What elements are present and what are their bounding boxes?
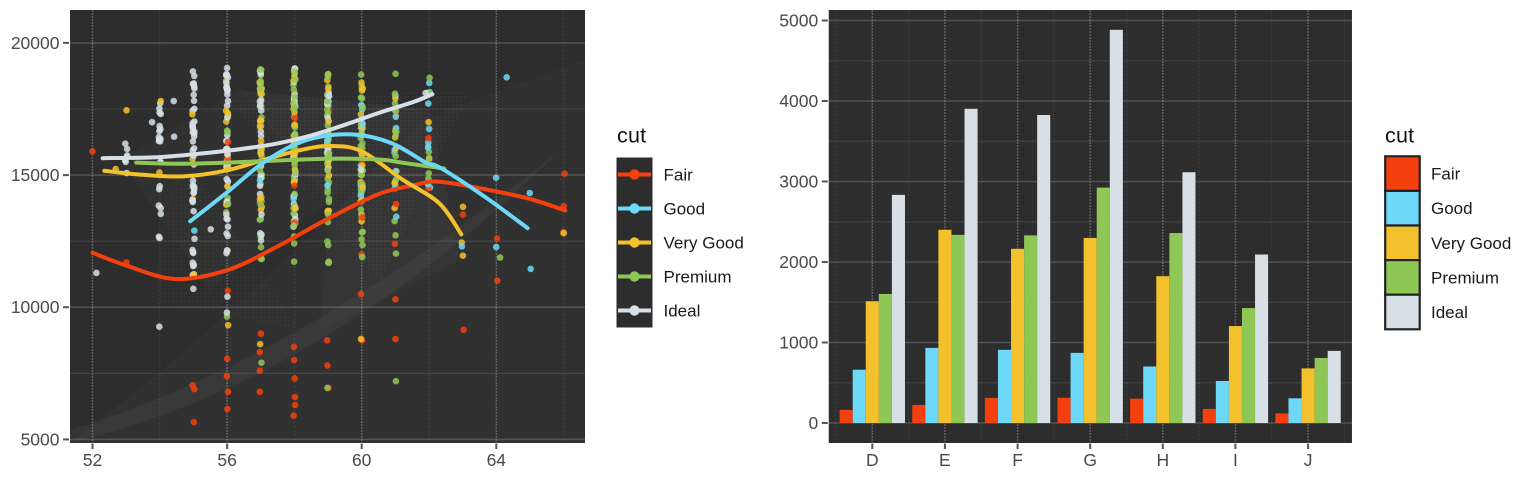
svg-text:4000: 4000 — [779, 91, 818, 111]
svg-text:cut: cut — [617, 124, 646, 148]
svg-text:2000: 2000 — [779, 252, 818, 272]
svg-text:15000: 15000 — [11, 165, 60, 185]
svg-text:0: 0 — [808, 413, 818, 433]
svg-text:Ideal: Ideal — [1431, 303, 1468, 322]
svg-text:G: G — [1083, 450, 1097, 470]
svg-text:60: 60 — [352, 450, 372, 470]
svg-text:56: 56 — [217, 450, 236, 470]
svg-text:cut: cut — [1385, 124, 1414, 148]
svg-text:Premium: Premium — [664, 268, 732, 287]
svg-text:Premium: Premium — [1431, 268, 1499, 287]
svg-text:Good: Good — [1431, 199, 1473, 218]
svg-text:F: F — [1012, 450, 1023, 470]
svg-text:D: D — [866, 450, 879, 470]
svg-text:Very Good: Very Good — [1431, 234, 1511, 253]
svg-text:Fair: Fair — [1431, 165, 1461, 184]
svg-text:20000: 20000 — [11, 33, 60, 53]
svg-text:E: E — [939, 450, 951, 470]
svg-text:5000: 5000 — [21, 429, 60, 449]
svg-text:H: H — [1156, 450, 1169, 470]
svg-text:52: 52 — [83, 450, 102, 470]
svg-text:10000: 10000 — [11, 297, 60, 317]
svg-text:Good: Good — [664, 200, 706, 219]
svg-text:64: 64 — [487, 450, 507, 470]
svg-text:I: I — [1233, 450, 1238, 470]
svg-text:5000: 5000 — [779, 11, 818, 31]
svg-text:Fair: Fair — [664, 166, 694, 185]
svg-text:1000: 1000 — [779, 333, 818, 353]
svg-text:J: J — [1304, 450, 1313, 470]
svg-text:Very Good: Very Good — [664, 234, 744, 253]
svg-text:Ideal: Ideal — [664, 302, 701, 321]
svg-text:3000: 3000 — [779, 172, 818, 192]
